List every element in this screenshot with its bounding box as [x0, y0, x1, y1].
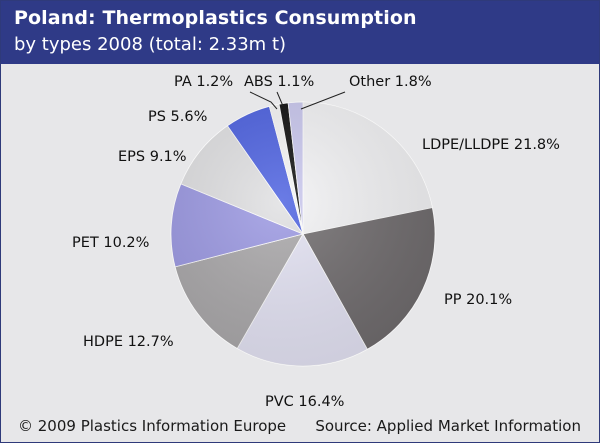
pie-label-pa: PA 1.2% — [174, 74, 233, 90]
leader-line-abs — [276, 91, 284, 107]
chart-title: Poland: Thermoplastics Consumption — [14, 7, 417, 29]
pie-label-pvc: PVC 16.4% — [265, 394, 344, 410]
chart-subtitle: by types 2008 (total: 2.33m t) — [14, 34, 287, 55]
source-note: Source: Applied Market Information — [315, 417, 581, 435]
pie-label-other: Other 1.8% — [349, 74, 432, 90]
pie-label-ldpe-lldpe: LDPE/LLDPE 21.8% — [422, 137, 560, 153]
pie-label-pet: PET 10.2% — [72, 235, 149, 251]
pie-label-eps: EPS 9.1% — [118, 149, 187, 165]
pie-leader-lines — [249, 91, 346, 110]
leader-line-pa — [249, 91, 278, 110]
pie-labels: LDPE/LLDPE 21.8% PP 20.1% PVC 16.4% HDPE 12… — [72, 74, 560, 410]
pie-label-abs: ABS 1.1% — [244, 74, 314, 90]
pie-label-pp: PP 20.1% — [444, 292, 512, 308]
chart-header: Poland: Thermoplastics Consumption by ty… — [1, 1, 599, 64]
pie-label-ps: PS 5.6% — [148, 109, 207, 125]
pie-slices — [170, 101, 436, 367]
pie-label-hdpe: HDPE 12.7% — [83, 334, 174, 350]
leader-line-other — [300, 91, 346, 110]
copyright-note: © 2009 Plastics Information Europe — [18, 417, 287, 435]
pie-chart: LDPE/LLDPE 21.8% PP 20.1% PVC 16.4% HDPE 12… — [72, 74, 560, 410]
